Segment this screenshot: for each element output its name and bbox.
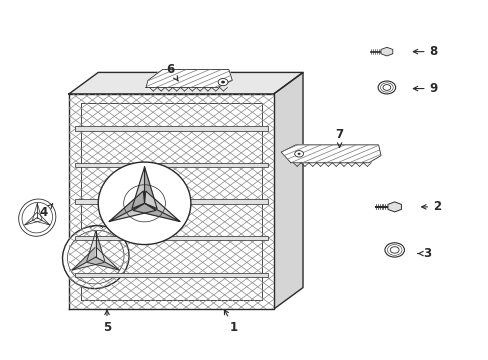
Ellipse shape bbox=[98, 162, 190, 244]
Bar bbox=[75, 199, 267, 204]
Polygon shape bbox=[144, 167, 157, 208]
Bar bbox=[75, 273, 267, 277]
Text: 3: 3 bbox=[417, 247, 430, 260]
Polygon shape bbox=[133, 203, 180, 221]
Polygon shape bbox=[387, 202, 401, 212]
Ellipse shape bbox=[19, 199, 56, 236]
Polygon shape bbox=[96, 231, 104, 261]
Text: 1: 1 bbox=[224, 310, 237, 334]
Text: 2: 2 bbox=[421, 201, 440, 213]
Circle shape bbox=[221, 81, 224, 84]
Polygon shape bbox=[87, 257, 119, 270]
Ellipse shape bbox=[98, 162, 190, 244]
Polygon shape bbox=[72, 248, 96, 270]
Polygon shape bbox=[72, 257, 104, 270]
Text: 9: 9 bbox=[412, 82, 437, 95]
Polygon shape bbox=[109, 203, 156, 221]
Polygon shape bbox=[273, 72, 303, 309]
Circle shape bbox=[382, 85, 390, 90]
Polygon shape bbox=[69, 72, 303, 94]
Polygon shape bbox=[144, 191, 180, 221]
Polygon shape bbox=[380, 47, 392, 56]
Polygon shape bbox=[281, 145, 380, 163]
Bar bbox=[75, 236, 267, 240]
Polygon shape bbox=[109, 191, 144, 221]
Bar bbox=[75, 163, 267, 167]
Text: 7: 7 bbox=[335, 127, 343, 147]
Polygon shape bbox=[146, 69, 232, 87]
Bar bbox=[75, 126, 267, 131]
Text: 4: 4 bbox=[40, 204, 53, 220]
Circle shape bbox=[294, 150, 303, 157]
Circle shape bbox=[297, 153, 300, 155]
Circle shape bbox=[377, 81, 395, 94]
Polygon shape bbox=[69, 94, 273, 309]
Polygon shape bbox=[96, 248, 119, 270]
Text: 6: 6 bbox=[166, 63, 178, 81]
Circle shape bbox=[389, 247, 398, 253]
Circle shape bbox=[384, 243, 404, 257]
Text: 5: 5 bbox=[102, 310, 111, 334]
Ellipse shape bbox=[62, 226, 129, 289]
Circle shape bbox=[218, 78, 227, 86]
Text: 8: 8 bbox=[412, 45, 437, 58]
Polygon shape bbox=[132, 167, 144, 208]
Polygon shape bbox=[86, 231, 96, 261]
